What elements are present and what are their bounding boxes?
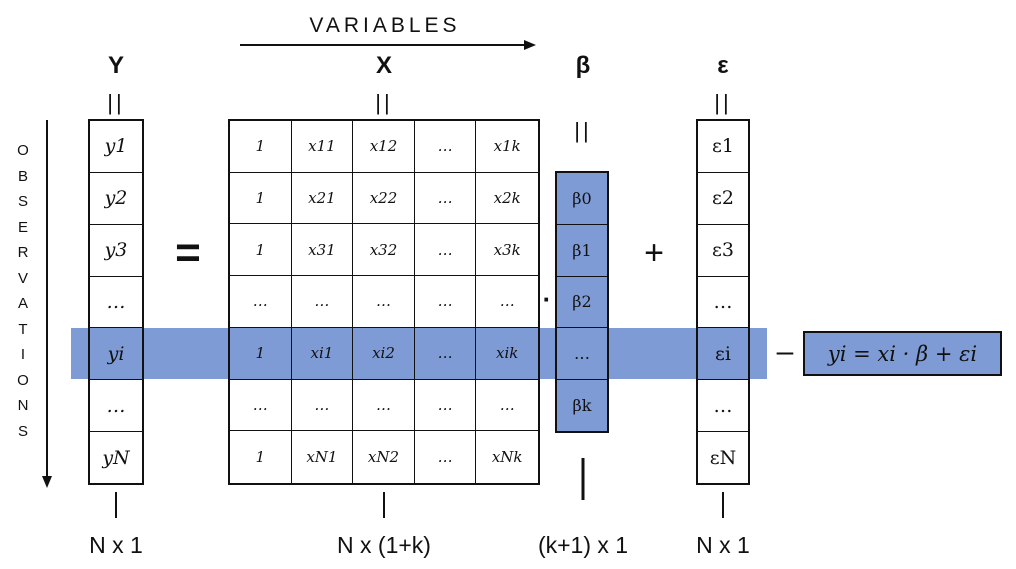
epsilon-cell: ε1 — [698, 121, 748, 173]
beta-cell: … — [557, 328, 607, 381]
equals-sign: = — [175, 228, 201, 277]
beta-vector: β0 β1 β2… βk — [555, 171, 609, 433]
x-cell: … — [414, 172, 477, 225]
dimension-y: N x 1 — [89, 532, 143, 558]
observations-letter: N — [17, 397, 29, 414]
observations-letter: R — [17, 244, 29, 261]
beta-cell: β1 — [557, 225, 607, 277]
epsilon-cell: ε3 — [698, 225, 748, 277]
x-cell: xik — [476, 328, 538, 380]
observations-letter: O — [17, 142, 29, 159]
beta-cell: β0 — [557, 173, 607, 225]
x-cell: x1k — [476, 121, 538, 173]
observations-letter: S — [17, 193, 28, 210]
observations-letter: E — [17, 218, 28, 236]
observations-letter: I — [20, 346, 26, 363]
equal-bars-x: || — [375, 90, 393, 115]
x-cell: … — [291, 276, 354, 328]
formula-dash: – — [776, 335, 794, 368]
x-cell: x22 — [353, 172, 415, 225]
x-cell: x2k — [476, 173, 538, 225]
variables-label: VARIABLES — [309, 14, 461, 37]
observations-letter: S — [17, 422, 28, 440]
y-cell: y2 — [90, 173, 142, 225]
equal-bars-y: || — [107, 90, 125, 115]
header-x: X — [375, 52, 392, 79]
x-cell: x21 — [291, 172, 354, 225]
epsilon-cell: εN — [709, 446, 737, 469]
x-cell: x11 — [291, 121, 354, 173]
x-cell: … — [414, 224, 477, 277]
equal-bars-epsilon: || — [714, 90, 732, 115]
plus-sign: + — [644, 234, 664, 272]
x-cell: x3k — [476, 224, 538, 277]
x-cell: … — [414, 379, 477, 432]
x-cell: x12 — [353, 121, 415, 173]
x-cell: x31 — [291, 224, 354, 277]
header-epsilon: ε — [717, 52, 729, 79]
dimension-x: N x (1+k) — [337, 532, 431, 558]
epsilon-cell: … — [698, 380, 748, 433]
x-cell: … — [415, 431, 477, 483]
x-cell: xi1 — [291, 327, 354, 380]
header-y: Y — [107, 52, 124, 79]
epsilon-vector: ε1 ε2 ε3… εi… εN — [696, 119, 750, 485]
x-cell: xN2 — [353, 431, 415, 483]
y-cell: y1 — [90, 121, 142, 173]
x-matrix: 1 x11 x12… x1k 1 x21 x22… x2k 1 x31 x32… x3k…………… 1 x… — [228, 119, 540, 485]
x-cell: xi2 — [353, 327, 415, 380]
x-cell: xN1 — [292, 431, 354, 483]
observation-highlight-band — [71, 328, 767, 379]
x-cell: … — [414, 327, 477, 380]
y-cell: yi — [90, 328, 142, 381]
formula-box: yi = xi · β + εi — [803, 331, 1002, 376]
observations-letter: B — [17, 167, 28, 185]
y-cell: y3 — [90, 225, 142, 277]
variables-arrow — [240, 40, 536, 50]
y-cell: … — [90, 277, 142, 329]
y-cell: … — [90, 380, 142, 433]
dot-operator: · — [542, 284, 552, 314]
x-cell: … — [353, 276, 415, 328]
beta-cell: β2 — [557, 277, 607, 329]
x-cell: … — [414, 276, 477, 328]
dimension-epsilon: N x 1 — [696, 532, 750, 558]
y-cell: yN — [102, 446, 130, 469]
x-cell: 1 — [230, 327, 292, 380]
beta-cell: βk — [572, 396, 592, 416]
epsilon-cell: ε2 — [698, 173, 748, 225]
epsilon-cell: … — [698, 277, 748, 329]
x-cell: xNk — [491, 448, 523, 467]
x-cell: 1 — [230, 224, 292, 277]
observations-letter: A — [17, 295, 28, 312]
x-cell: … — [476, 380, 538, 432]
observations-letter: O — [17, 371, 29, 389]
observations-arrow — [42, 120, 52, 488]
observations-letter: V — [17, 269, 28, 287]
observations-letter: T — [18, 320, 28, 338]
x-cell: 1 — [230, 172, 292, 225]
x-cell: … — [291, 379, 354, 432]
x-cell: … — [230, 379, 292, 432]
x-cell: … — [353, 379, 415, 432]
x-cell: … — [414, 121, 477, 173]
x-cell: … — [476, 276, 538, 328]
y-vector: y1 y2 y3… yi… yN — [88, 119, 144, 485]
epsilon-cell: εi — [698, 328, 748, 381]
x-cell: 1 — [230, 121, 292, 173]
x-cell: 1 — [230, 431, 292, 483]
header-beta: β — [575, 52, 591, 79]
x-cell: x32 — [353, 224, 415, 277]
equal-bars-beta: || — [574, 118, 592, 143]
x-cell: … — [230, 276, 292, 328]
dimension-beta: (k+1) x 1 — [537, 532, 629, 558]
